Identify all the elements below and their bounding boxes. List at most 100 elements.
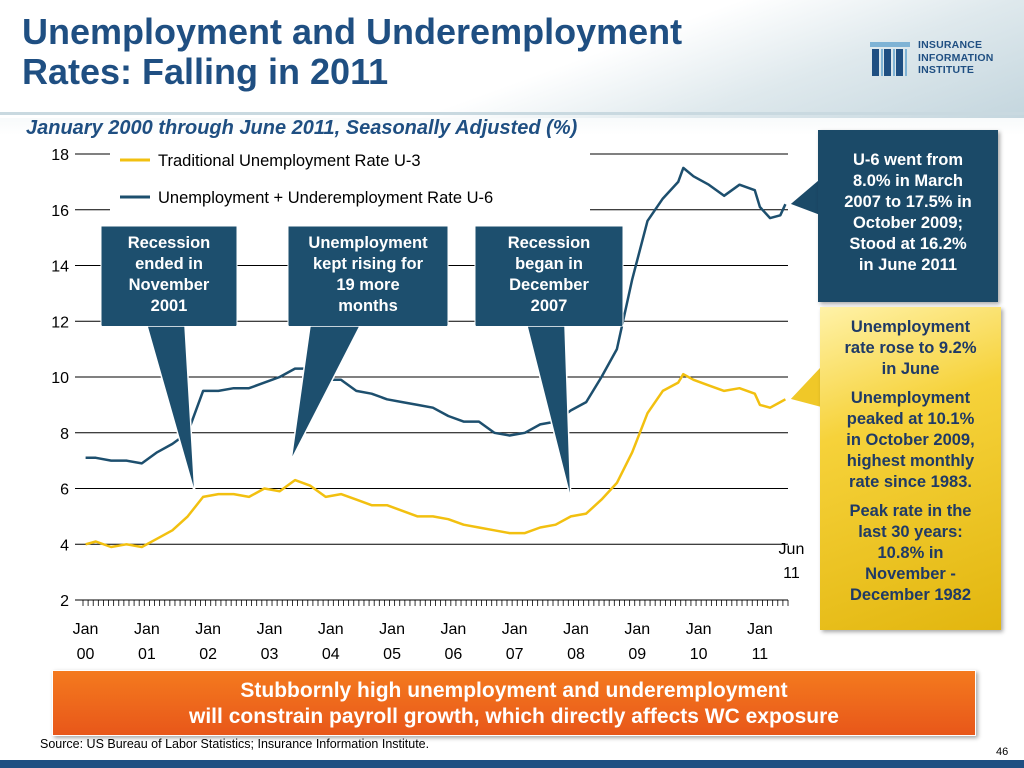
y-tick-label: 18 (51, 147, 69, 164)
annotation-box (287, 225, 449, 327)
banner-line-1: Stubbornly high unemployment and underem… (240, 679, 788, 702)
y-tick-label: 2 (60, 593, 69, 610)
logo-text-line-2: INFORMATION (918, 51, 994, 64)
u3-callout-peak: Unemployment peaked at 10.1% in October … (826, 388, 995, 493)
x-tick-label: 11 (752, 646, 769, 663)
u6-callout-line: 2007 to 17.5% in (844, 193, 972, 211)
x-tick-label: 08 (567, 646, 585, 663)
annotation-text: Recession (508, 234, 591, 252)
u3-callout-line: Peak rate in the (849, 502, 972, 520)
u3-callout-line: highest monthly (846, 452, 975, 470)
annotation-box (100, 225, 238, 327)
u3-callout-line: December 1982 (849, 586, 972, 604)
legend-label: Unemployment + Underemployment Rate U-6 (158, 189, 493, 207)
end-date-label: Jun (779, 541, 805, 558)
u3-callout-line: peaked at 10.1% (846, 410, 975, 428)
u6-callout-line: in June 2011 (858, 256, 958, 274)
logo-text-line-1: INSURANCE (918, 39, 983, 51)
page-title: Unemployment and Underemployment Rates: … (22, 12, 822, 92)
x-tick-label: 07 (506, 646, 524, 663)
annotation-box-seam (289, 322, 447, 326)
y-tick-label: 14 (51, 259, 69, 276)
u3-callout-line: in June (881, 360, 940, 378)
x-tick-label: 02 (199, 646, 217, 663)
u3-callout-line: Unemployment (850, 389, 971, 407)
x-tick-label: 01 (138, 646, 156, 663)
x-tick-label: Jan (195, 621, 221, 638)
x-tick-label: Jan (134, 621, 160, 638)
iii-logo: INSURANCE INFORMATION INSTITUTE (868, 38, 1018, 82)
x-tick-label: Jan (379, 621, 405, 638)
annotation-text: November (129, 276, 210, 294)
u3-callout-line: in October 2009, (846, 431, 975, 449)
u3-callout-line: Unemployment (850, 318, 971, 336)
title-line-1: Unemployment and Underemployment (22, 11, 683, 52)
annotation-text: Unemployment (308, 234, 428, 252)
x-tick-label: Jan (563, 621, 589, 638)
u3-callout-line: 10.8% in (877, 544, 944, 562)
u6-callout-line: October 2009; (852, 214, 964, 232)
u6-callout: U-6 went from 8.0% in March 2007 to 17.5… (818, 130, 998, 302)
conclusion-banner: Stubbornly high unemployment and underem… (52, 670, 976, 736)
x-tick-label: 09 (628, 646, 646, 663)
annotation-pointer (146, 325, 196, 495)
u6-callout-line: Stood at 16.2% (849, 235, 967, 253)
annotation-text: 2007 (531, 297, 568, 315)
u6-callout-line: U-6 went from (852, 151, 963, 169)
chart-subtitle: January 2000 through June 2011, Seasonal… (26, 117, 578, 139)
x-tick-label: Jan (318, 621, 344, 638)
page-number: 46 (996, 746, 1009, 758)
x-tick-label: Jan (440, 621, 466, 638)
x-tick-label: Jan (747, 621, 773, 638)
source-note: Source: US Bureau of Labor Statistics; I… (40, 737, 430, 751)
x-tick-label: Jan (502, 621, 528, 638)
annotation-text: months (338, 297, 398, 315)
u3-series-line (85, 372, 787, 549)
annotation-text: December (509, 276, 589, 294)
title-line-2: Rates: Falling in 2011 (22, 51, 389, 92)
iii-logo-text: INSURANCE INFORMATION INSTITUTE (918, 39, 994, 77)
annotation-text: 2001 (151, 297, 188, 315)
annotation-text: 19 more (336, 276, 399, 294)
annotation-text: kept rising for (313, 255, 424, 273)
annotation-box-seam (476, 322, 622, 326)
u3-callout-line: last 30 years: (858, 523, 963, 541)
x-tick-label: 10 (690, 646, 708, 663)
x-tick-label: 03 (261, 646, 279, 663)
header-band (0, 0, 1024, 118)
line-chart: 2 4 6 8 10 12 14 16 18 Jan 00 Jan 01 Jan 02 Jan 03 Jan 04 J… (51, 144, 820, 663)
u3-callout-pointer (788, 365, 820, 409)
u6-series-line (85, 166, 787, 465)
legend-box (110, 144, 590, 214)
y-tick-label: 10 (51, 370, 69, 387)
logo-text-line-3: INSTITUTE (918, 64, 975, 76)
u3-callout-line: rate rose to 9.2% (844, 339, 977, 357)
legend-label: Traditional Unemployment Rate U-3 (158, 152, 421, 170)
header-divider (0, 112, 1024, 115)
annotation-text: Recession (128, 234, 211, 252)
x-tick-label: 04 (322, 646, 340, 663)
annotation-text: began in (515, 255, 583, 273)
banner-line-2: will constrain payroll growth, which dir… (189, 705, 839, 728)
footer-bar (0, 760, 1024, 768)
u3-callout: Unemployment rate rose to 9.2% in June U… (820, 307, 1001, 630)
u6-callout-pointer (787, 177, 820, 217)
annotation-text: ended in (135, 255, 203, 273)
x-tick-label: 06 (444, 646, 462, 663)
y-tick-label: 12 (51, 314, 69, 331)
y-tick-label: 6 (60, 482, 69, 499)
x-tick-label: Jan (624, 621, 650, 638)
y-tick-label: 16 (51, 203, 69, 220)
u3-callout-30yr: Peak rate in the last 30 years: 10.8% in… (826, 501, 995, 606)
y-tick-label: 4 (60, 537, 69, 554)
u3-callout-june: Unemployment rate rose to 9.2% in June (826, 317, 995, 380)
y-tick-label: 8 (60, 426, 69, 443)
annotation-box-seam (102, 322, 236, 326)
end-date-label: 11 (783, 565, 800, 582)
x-tick-label: Jan (73, 621, 99, 638)
x-tick-label: 00 (77, 646, 95, 663)
u3-callout-line: November - (865, 565, 956, 583)
annotation-pointer (290, 325, 362, 461)
x-tick-label: 05 (383, 646, 401, 663)
